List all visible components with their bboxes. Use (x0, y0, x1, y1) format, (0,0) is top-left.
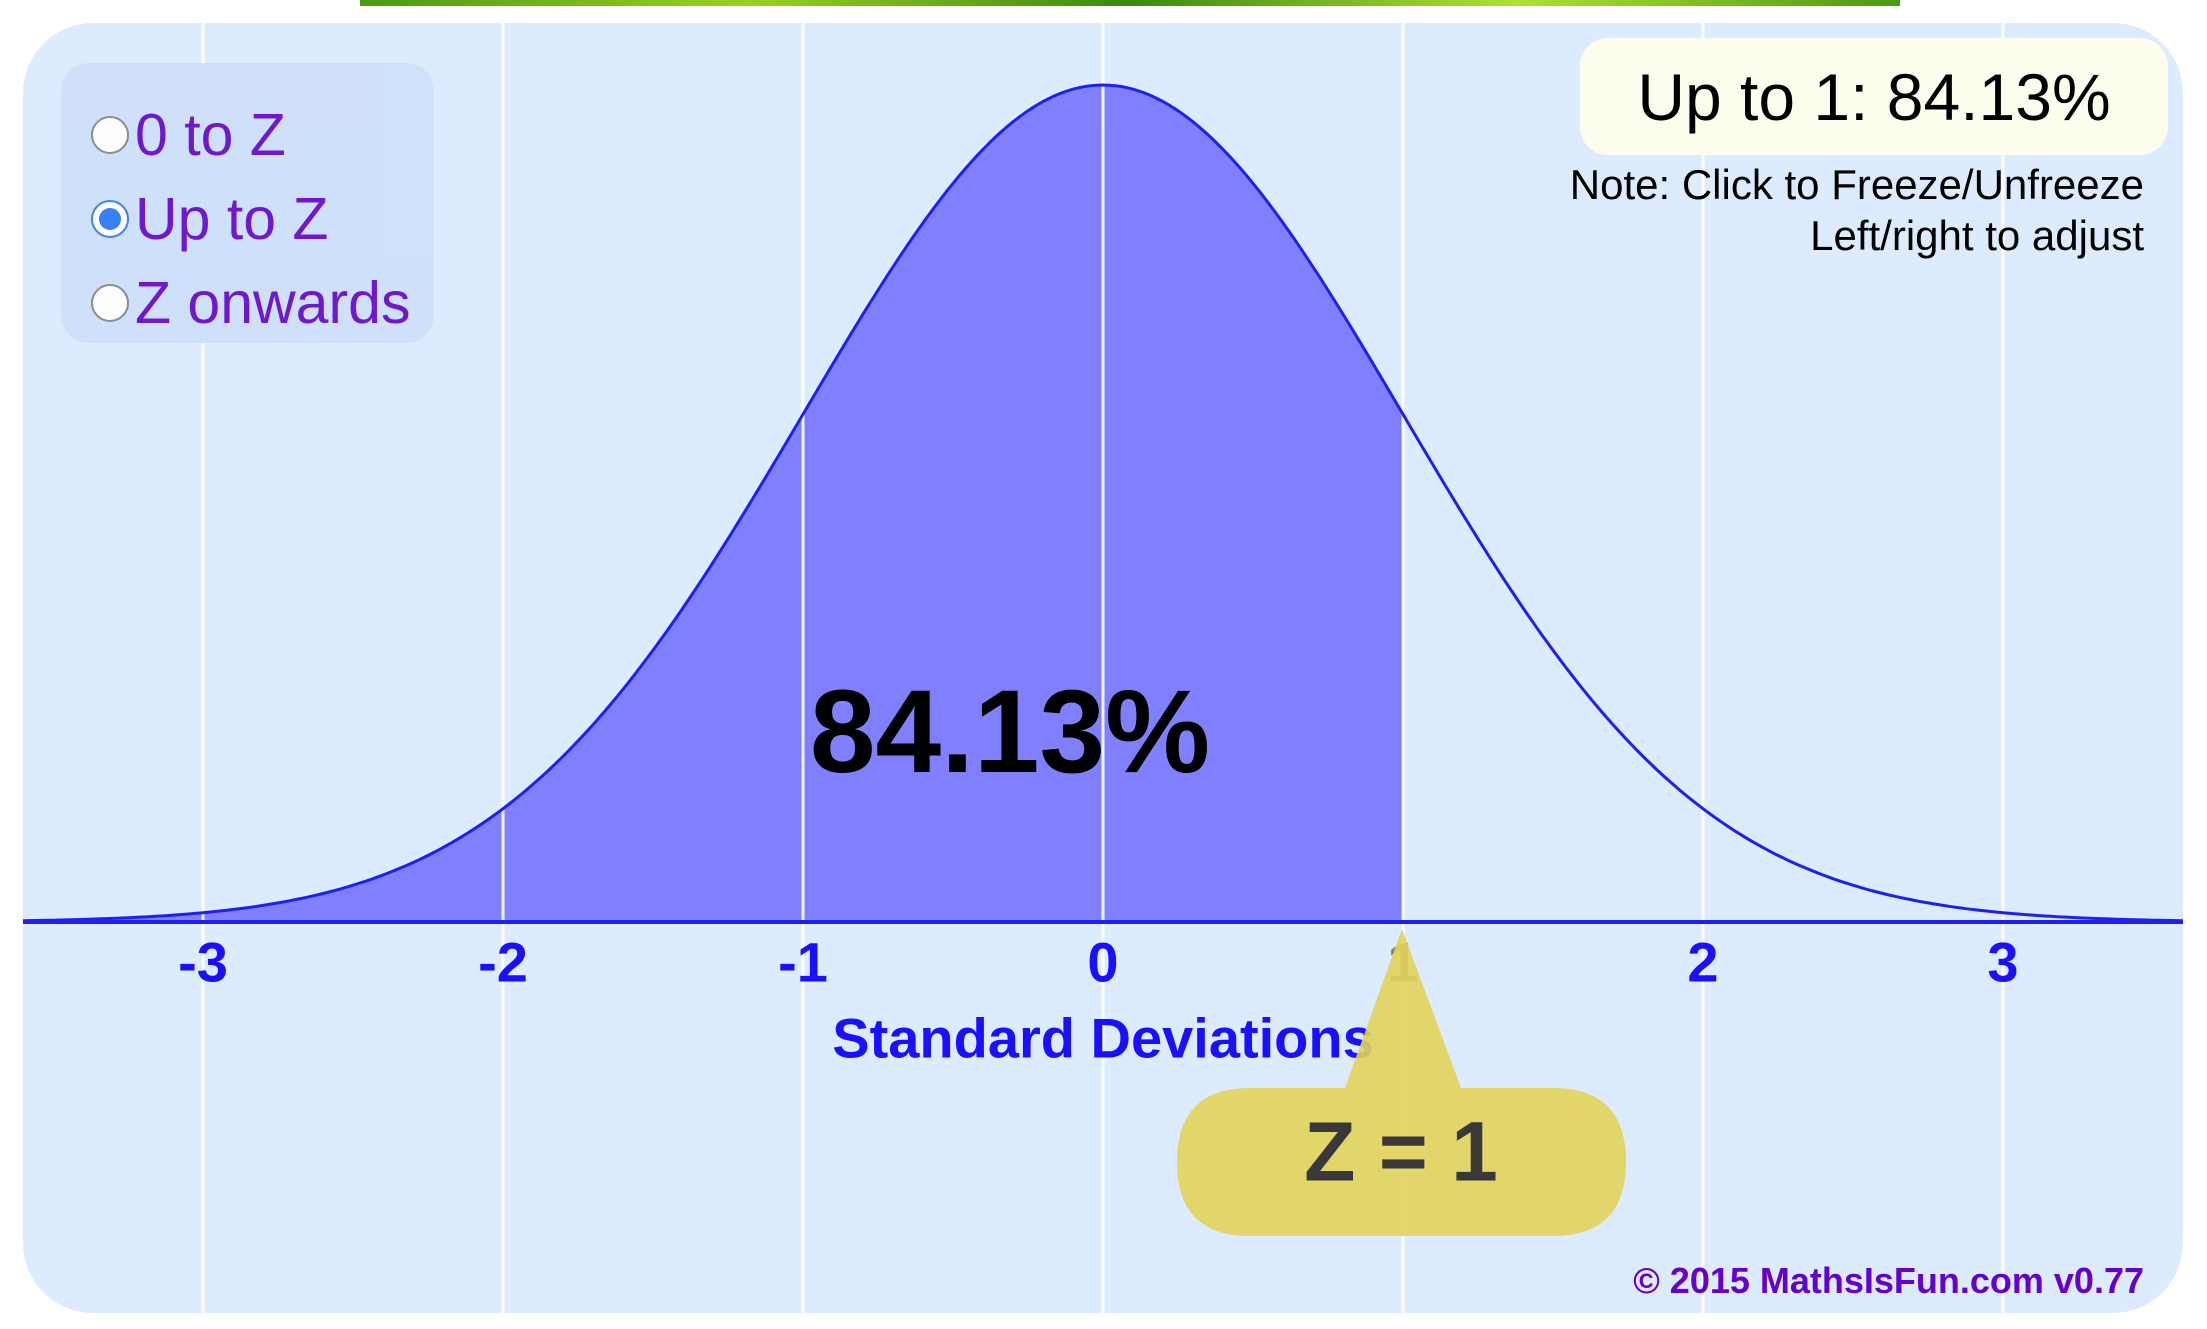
radio-label: Z onwards (135, 270, 411, 336)
x-axis-label: Standard Deviations (832, 1006, 1374, 1070)
radio-button-icon[interactable] (91, 116, 129, 154)
tick-label: 0 (1087, 930, 1119, 994)
radio-label: 0 to Z (135, 102, 286, 168)
radio-label: Up to Z (135, 186, 329, 252)
area-percent-label: 84.13% (809, 666, 1211, 798)
header-image-strip (360, 0, 1900, 6)
radio-up-to-z[interactable]: Up to Z (91, 184, 328, 254)
z-value-label: Z = 1 (1304, 1104, 1498, 1199)
tick-label: -1 (778, 930, 828, 994)
shaded-area (23, 85, 1403, 922)
tick-label: -2 (478, 930, 528, 994)
mode-radio-group: 0 to Z Up to Z Z onwards (61, 63, 434, 343)
tick-label: 1 (1387, 930, 1419, 994)
radio-z-onwards[interactable]: Z onwards (91, 268, 410, 338)
bell-curve-line (23, 83, 2183, 923)
note-adjust: Left/right to adjust (1810, 212, 2144, 259)
note-freeze: Note: Click to Freeze/Unfreeze (1569, 161, 2144, 208)
tick-label: -3 (178, 930, 228, 994)
copyright: © 2015 MathsIsFun.com v0.77 (1633, 1260, 2144, 1301)
tick-label: 3 (1987, 930, 2019, 994)
tick-label: 2 (1687, 930, 1719, 994)
radio-button-selected-icon[interactable] (91, 200, 129, 238)
radio-0-to-z[interactable]: 0 to Z (91, 100, 286, 170)
normal-distribution-widget[interactable]: 0 to Z Up to Z Z onwards Up to 1: 84.13%… (23, 23, 2183, 1313)
result-display: Up to 1: 84.13% (1580, 38, 2168, 155)
radio-button-icon[interactable] (91, 284, 129, 322)
